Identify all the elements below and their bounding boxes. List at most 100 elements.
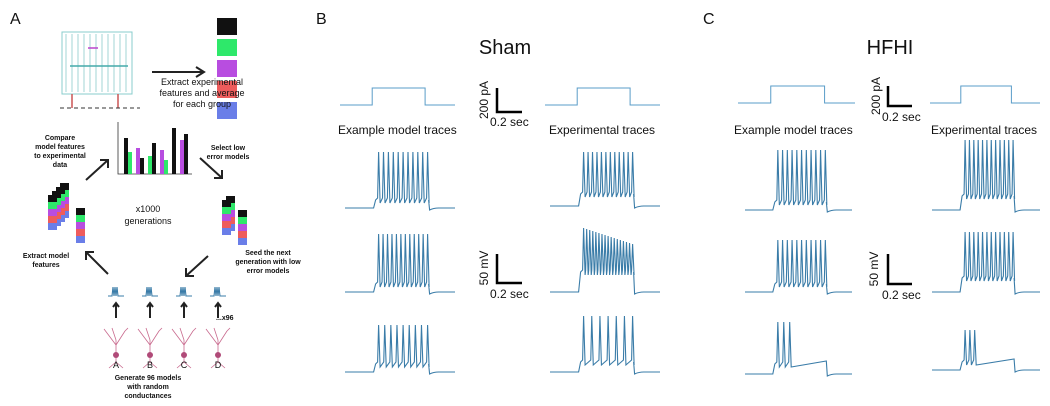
mini-trace: [108, 286, 124, 297]
caption: Compare: [45, 135, 75, 142]
caption: for each group: [173, 99, 231, 109]
arrow: [214, 301, 222, 318]
caption: Seed the next: [245, 250, 291, 257]
current-step: [930, 85, 1040, 104]
caption: features and average: [159, 88, 244, 98]
caption: Generate 96 models: [115, 375, 182, 382]
caption: Extract model: [23, 253, 69, 260]
caption: to experimental: [34, 153, 86, 160]
neuron: [137, 327, 163, 369]
current-step: [340, 87, 455, 106]
model-name: A: [113, 360, 119, 370]
voltage-trace: [345, 233, 455, 295]
caption: generations: [124, 216, 172, 226]
voltage-trace: [745, 149, 852, 213]
panel-label: C: [703, 11, 715, 28]
arrow: [112, 301, 120, 318]
soma: [113, 352, 119, 358]
scale-label: 200 pA: [869, 77, 883, 115]
square: [76, 208, 85, 215]
caption: Extract experimental: [161, 77, 243, 87]
scale-label: 200 pA: [477, 81, 491, 119]
arrow: [152, 66, 206, 78]
arrow: [146, 301, 154, 318]
caption: error models: [247, 268, 290, 275]
square: [238, 224, 247, 231]
square: [76, 222, 85, 229]
scale-label: 0.2 sec: [882, 110, 921, 124]
panel-label: A: [10, 11, 21, 28]
mini-trace: [142, 286, 158, 297]
caption: x1000: [136, 204, 161, 214]
square: [48, 209, 57, 216]
voltage-trace: [932, 231, 1040, 295]
square: [238, 210, 247, 217]
voltage-trace: [550, 315, 660, 375]
neuron: [205, 327, 231, 369]
voltage-trace: [745, 239, 852, 295]
scale-label: 0.2 sec: [490, 287, 529, 301]
square: [226, 196, 235, 203]
mini-trace: [210, 286, 226, 297]
trace-label: Example model traces: [338, 123, 457, 137]
scale-label: 50 mV: [477, 251, 491, 286]
caption: model features: [35, 144, 85, 151]
trace-label: Experimental traces: [549, 123, 655, 137]
voltage-trace: [745, 321, 852, 377]
square: [238, 217, 247, 224]
square: [48, 195, 57, 202]
square: [60, 183, 69, 190]
panel-label: B: [316, 11, 327, 28]
cell-diagram: [60, 31, 140, 109]
square: [76, 215, 85, 222]
scale-bar: [886, 86, 912, 108]
caption: with random: [126, 384, 169, 391]
caption: error models: [207, 154, 250, 161]
panel-title: Sham: [479, 37, 531, 59]
voltage-trace: [550, 151, 660, 209]
current-step: [545, 87, 660, 106]
scale-bar: [495, 254, 522, 285]
mini-trace: [176, 286, 192, 297]
square: [222, 228, 231, 235]
trace-label: Experimental traces: [931, 123, 1037, 137]
model-stacks: [48, 183, 247, 245]
neuron: [103, 327, 129, 369]
voltage-trace: [932, 139, 1040, 213]
scale-label: 50 mV: [867, 252, 881, 287]
square: [76, 236, 85, 243]
caption: ...x96: [216, 315, 234, 322]
caption: data: [53, 162, 68, 169]
soma: [147, 352, 153, 358]
caption: generation with low: [235, 259, 301, 266]
square: [48, 223, 57, 230]
square: [238, 231, 247, 238]
square: [222, 214, 231, 221]
arrow: [199, 157, 223, 179]
arrow: [185, 255, 209, 277]
square: [222, 200, 231, 207]
square: [56, 187, 65, 194]
scale-bar: [495, 88, 522, 114]
caption: Select low: [211, 145, 246, 152]
scale-label: 0.2 sec: [490, 115, 529, 129]
neuron: [171, 327, 197, 369]
traces: [340, 85, 1040, 377]
voltage-trace: [345, 151, 455, 211]
current-step: [738, 85, 855, 104]
square: [76, 229, 85, 236]
model-name: C: [181, 360, 188, 370]
trace-label: Example model traces: [734, 123, 853, 137]
square: [222, 207, 231, 214]
error-chart: [117, 122, 192, 175]
voltage-trace: [550, 227, 660, 295]
square: [222, 221, 231, 228]
voltage-trace: [932, 329, 1040, 373]
arrow: [180, 301, 188, 318]
square: [48, 216, 57, 223]
feature-squares: [217, 18, 237, 119]
voltage-trace: [345, 324, 455, 375]
model-name: B: [147, 360, 153, 370]
arrow: [85, 251, 109, 275]
